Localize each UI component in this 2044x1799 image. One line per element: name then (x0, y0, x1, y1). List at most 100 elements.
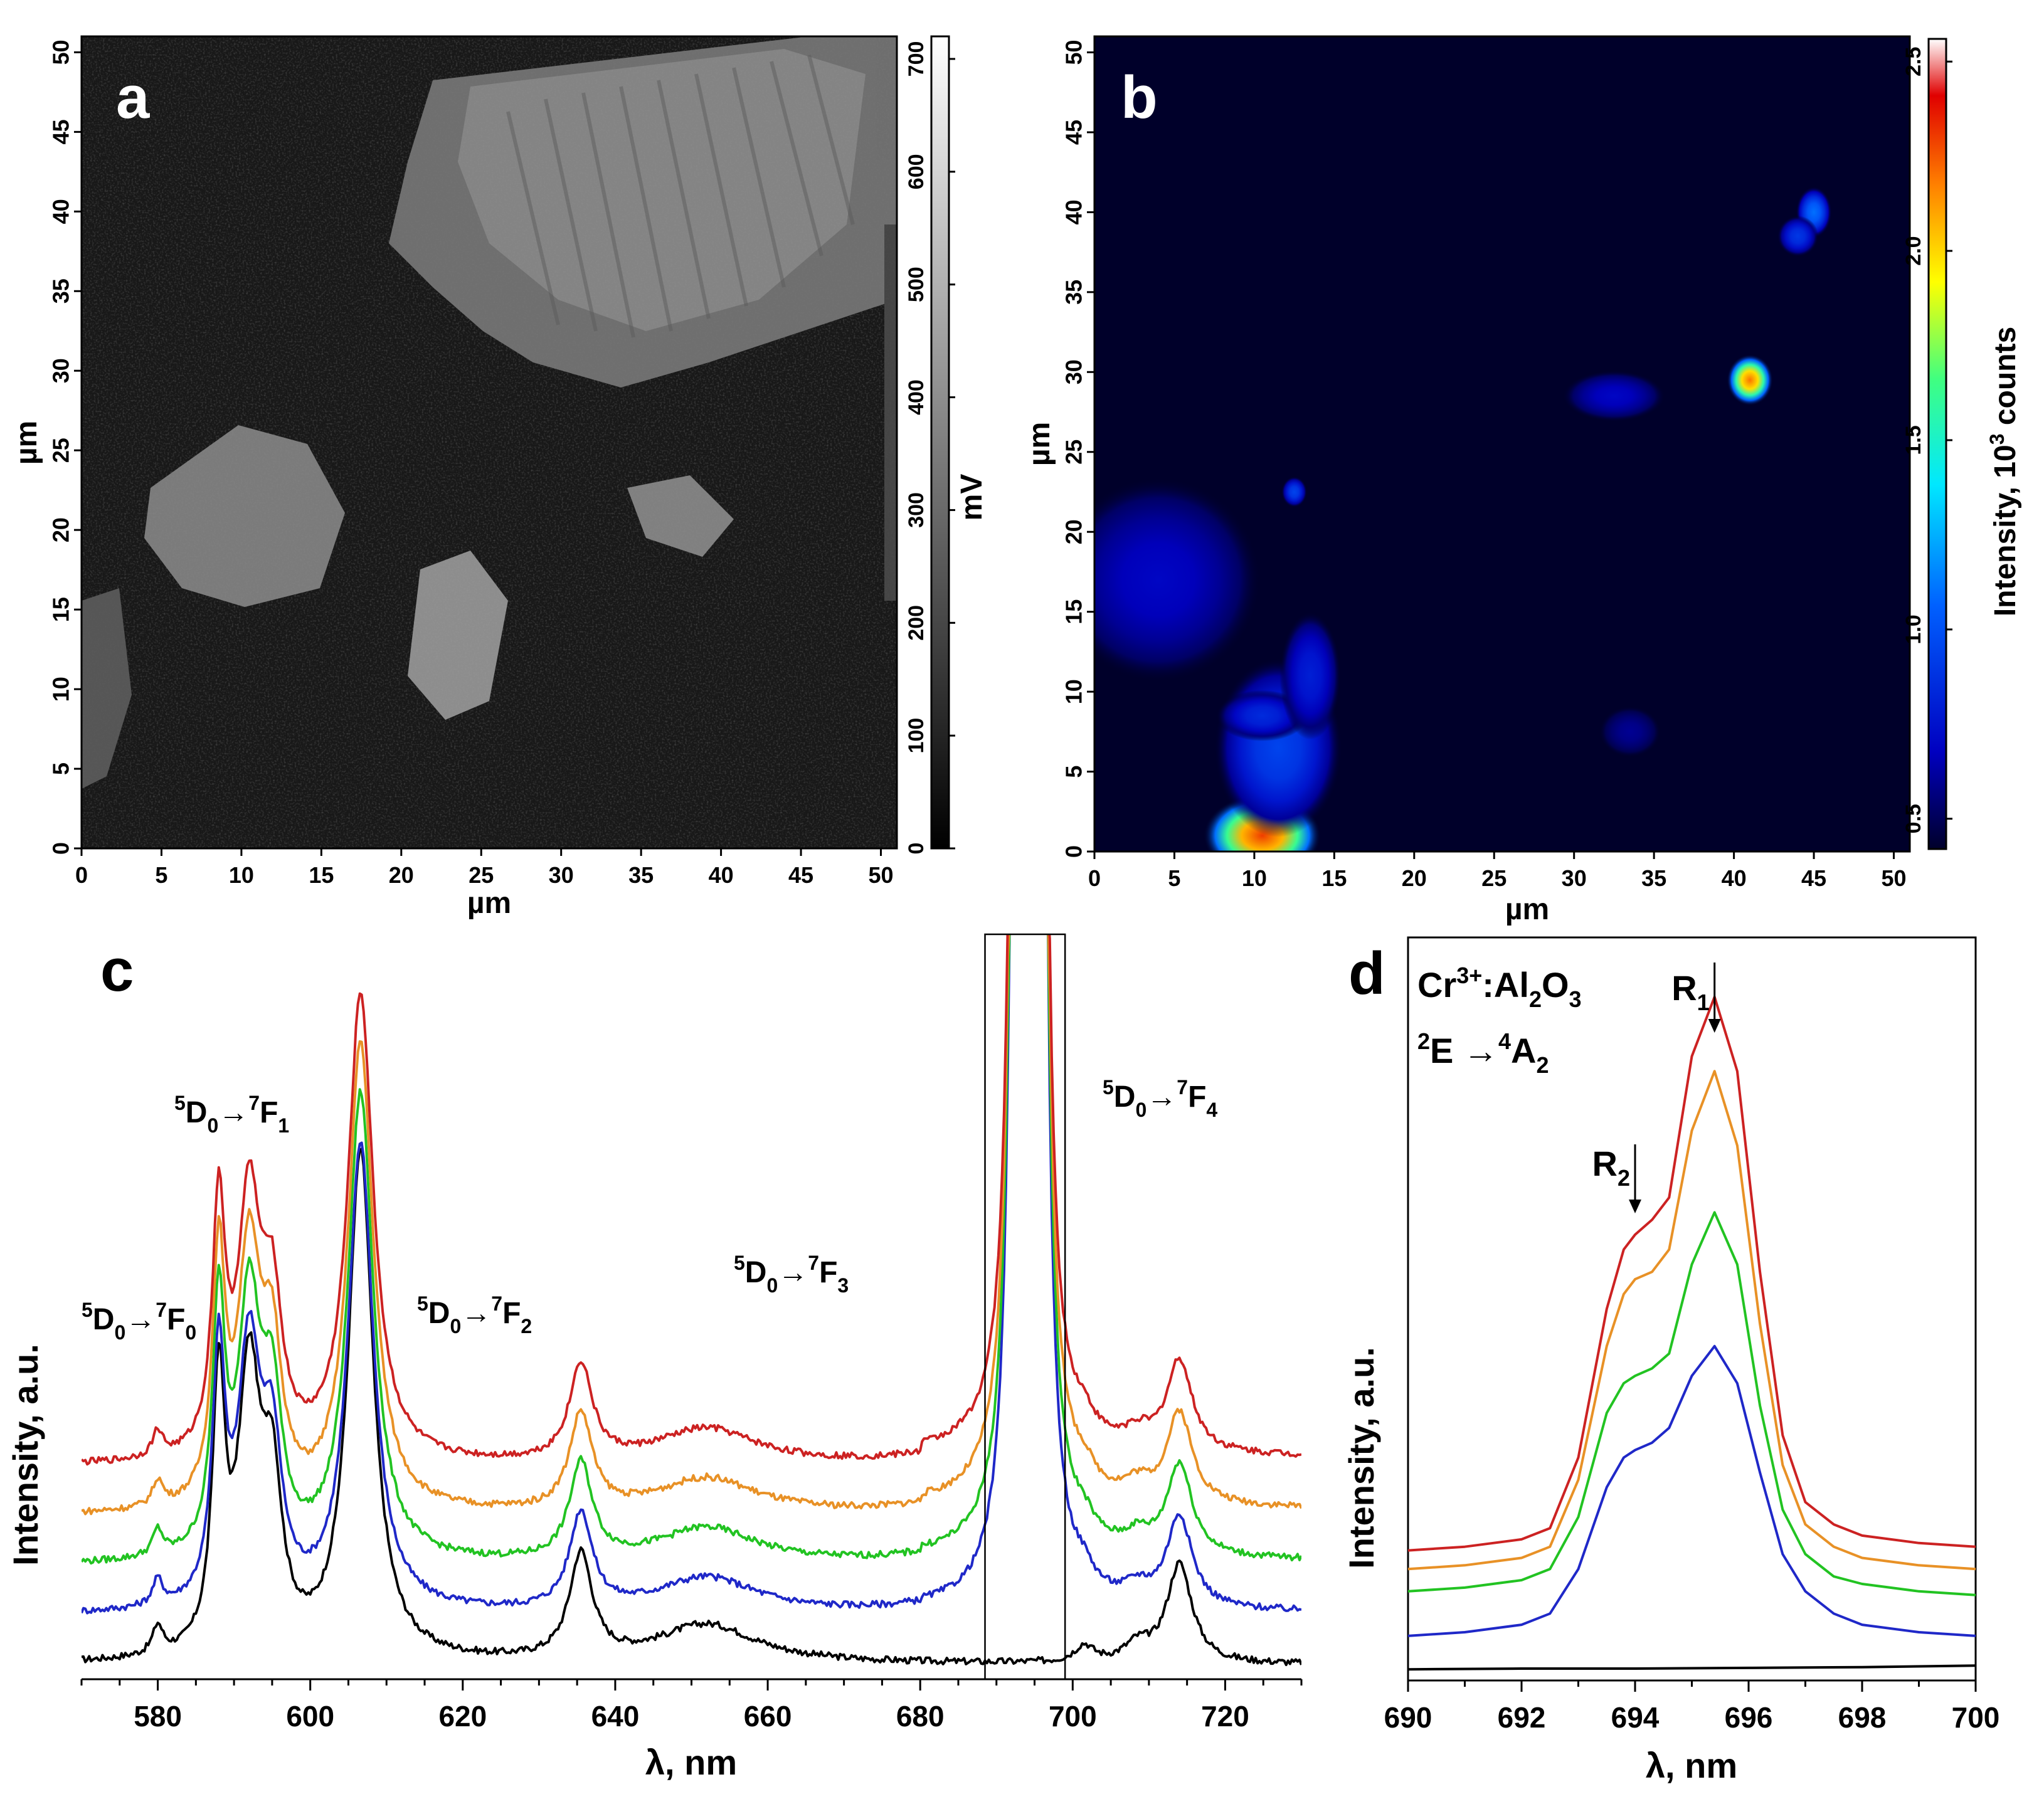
x-tick-label: 35 (1641, 865, 1666, 891)
x-tick-label: 640 (591, 1700, 640, 1733)
panel-a-colorbar-ticks: 0 100 200 300 400 500 600 700 (904, 41, 955, 854)
zoom-spectrum-line (1407, 1070, 1976, 1571)
transition-label: 2E →4A2 (1417, 1028, 1549, 1078)
x-tick-label: 30 (549, 862, 574, 888)
x-tick-label: 25 (1481, 865, 1507, 891)
colorbar-tick-label: 700 (904, 41, 928, 77)
spectrum-line (82, 1147, 1301, 1667)
panel-d-y-label: Intensity, a.u. (1342, 1347, 1381, 1569)
panel-c-x-label: λ, nm (645, 1743, 737, 1782)
y-tick-label: 35 (1061, 280, 1087, 305)
afm-map (82, 36, 897, 848)
panel-b-colorbar: 0.5 1.0 1.5 2.0 2.5 Intensity, 103 counts (1902, 38, 2022, 850)
panel-c-annotations: 5D0→7F0 5D0→7F1 5D0→7F2 5D0→7F3 5D0→7F4 (82, 1076, 1217, 1344)
hotspot (1279, 611, 1342, 740)
x-tick-label: 45 (1801, 865, 1826, 891)
panel-b-colorbar-gradient (1927, 38, 1947, 850)
panel-c-letter: c (100, 937, 134, 1004)
colorbar-tick-label: 200 (904, 605, 928, 641)
x-tick-label: 0 (75, 862, 88, 888)
transition-annotation: 5D0→7F3 (734, 1252, 849, 1297)
species-label: Cr3+:Al2O3 (1417, 963, 1582, 1012)
zoom-spectrum-line (1407, 1211, 1976, 1596)
x-tick-label: 20 (1402, 865, 1427, 891)
x-tick-label: 620 (438, 1700, 487, 1733)
panel-c-plot-area (82, 934, 1301, 1679)
x-tick-label: 5 (155, 862, 167, 888)
afm-edge (884, 224, 897, 601)
colorbar-tick-label: 2.5 (1902, 47, 1925, 76)
r1-arrow-head (1708, 1019, 1721, 1033)
colorbar-tick-label: 400 (904, 379, 928, 415)
hotspot (1562, 370, 1665, 422)
spectrum-line (82, 934, 1301, 1466)
x-tick-label: 698 (1838, 1701, 1887, 1734)
y-tick-label: 45 (48, 119, 74, 144)
panel-d-x-ticks: 690 692 694 696 698 700 (1384, 1680, 2000, 1734)
afm-stripes (506, 55, 855, 338)
panel-a: 0 5 10 15 20 25 30 35 40 45 50 0 5 10 15 20 25 30 35 40 45 5… (10, 35, 898, 920)
y-tick-label: 25 (1061, 440, 1087, 465)
x-tick-label: 680 (896, 1700, 945, 1733)
zoom-spectrum-line (1407, 1664, 1976, 1671)
colorbar-tick-label: 500 (904, 266, 928, 302)
y-tick-label: 30 (1061, 359, 1087, 384)
transition-annotation: 5D0→7F2 (417, 1292, 532, 1337)
spectrum-line (82, 934, 1301, 1516)
y-tick-label: 15 (1061, 599, 1087, 625)
panel-c: 580 600 620 640 660 680 700 720 λ, nm Intensity… (6, 933, 1303, 1782)
y-tick-label: 40 (1061, 199, 1087, 224)
x-tick-label: 30 (1562, 865, 1587, 891)
hotspot (1599, 706, 1661, 757)
panel-d-x-label: λ, nm (1646, 1746, 1737, 1785)
colorbar-tick-label: 600 (904, 154, 928, 189)
panel-d: 690 692 694 696 698 700 λ, nm Intensity, a.u.… (1342, 936, 2000, 1785)
x-tick-label: 700 (1049, 1700, 1097, 1733)
y-tick-label: 45 (1061, 120, 1087, 145)
x-tick-label: 696 (1725, 1701, 1773, 1734)
x-tick-label: 50 (868, 862, 893, 888)
r1-marker: R1 (1671, 963, 1721, 1033)
r2-label: R2 (1592, 1144, 1630, 1191)
panel-a-letter: a (116, 64, 150, 131)
panel-a-frame (80, 35, 898, 850)
y-tick-label: 5 (1061, 766, 1087, 778)
afm-bright-region-bottom-left (82, 588, 132, 789)
panel-c-series (82, 934, 1301, 1667)
colorbar-tick-label: 1.5 (1902, 425, 1925, 455)
x-tick-label: 15 (309, 862, 334, 888)
panel-c-y-label: Intensity, a.u. (6, 1344, 45, 1566)
panel-a-x-ticks: 0 5 10 15 20 25 30 35 40 45 50 (75, 848, 894, 888)
spectrum-line (82, 934, 1301, 1615)
x-tick-label: 700 (1952, 1701, 2000, 1734)
y-tick-label: 20 (1061, 519, 1087, 544)
y-tick-label: 5 (48, 762, 74, 775)
x-tick-label: 15 (1321, 865, 1347, 891)
colorbar-tick-label: 2.0 (1902, 236, 1925, 265)
panel-d-series (1407, 995, 1976, 1671)
y-tick-label: 20 (48, 517, 74, 542)
panel-a-colorbar-label: mV (955, 474, 988, 521)
colorbar-tick-label: 0.5 (1902, 804, 1925, 833)
afm-bright-regions (82, 36, 897, 789)
panel-a-colorbar: 0 100 200 300 400 500 600 700 mV (904, 35, 988, 854)
panel-b-x-label: µm (1505, 893, 1549, 926)
x-tick-label: 20 (389, 862, 414, 888)
panel-b-y-label: µm (1023, 422, 1056, 466)
x-tick-label: 694 (1611, 1701, 1660, 1734)
x-tick-label: 10 (1242, 865, 1267, 891)
x-tick-label: 690 (1384, 1701, 1432, 1734)
transition-annotation: 5D0→7F1 (174, 1092, 289, 1137)
hotspot (1777, 216, 1819, 257)
x-tick-label: 5 (1168, 865, 1180, 891)
y-tick-label: 15 (48, 597, 74, 622)
y-tick-label: 10 (1061, 679, 1087, 704)
panel-b-y-ticks: 0 5 10 15 20 25 30 35 40 45 50 (1061, 40, 1094, 858)
x-tick-label: 660 (744, 1700, 792, 1733)
hotspot (1094, 477, 1261, 682)
panel-b-frame (1093, 35, 1911, 853)
x-tick-label: 50 (1881, 865, 1906, 891)
afm-bright-region-center (408, 551, 508, 720)
afm-bright-region-core (458, 49, 866, 331)
panel-b-hotspots (1094, 186, 1832, 852)
